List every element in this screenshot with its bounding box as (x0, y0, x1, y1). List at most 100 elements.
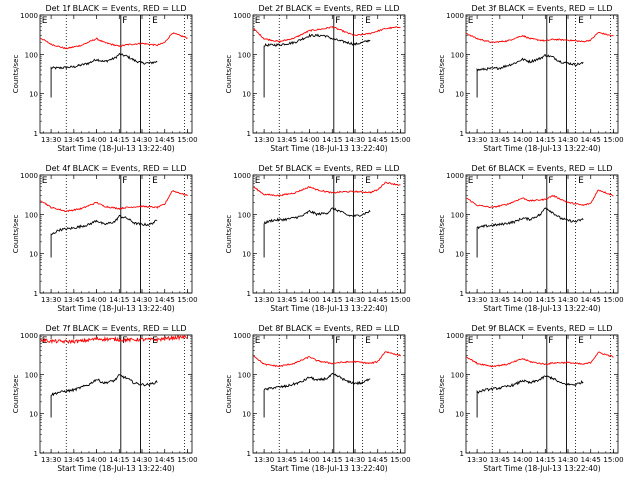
x-axis-label: Start Time (18-Jul-13 13:22:40) (57, 144, 174, 153)
lld-series-line (40, 334, 188, 345)
x-tick-label: 15:00 (603, 456, 623, 464)
y-axis-label: Counts/sec (225, 215, 233, 254)
y-axis-label: Counts/sec (12, 215, 20, 254)
x-tick-label: 13:45 (277, 456, 297, 464)
y-tick-label: 100 (451, 371, 464, 379)
x-axis-label: Start Time (18-Jul-13 13:22:40) (270, 304, 387, 313)
y-axis-label: Counts/sec (225, 55, 233, 94)
lld-series-line (40, 189, 188, 213)
x-tick-label: 13:30 (41, 456, 61, 464)
panel-title: Det 4f BLACK = Events, RED = LLD (45, 164, 186, 173)
x-tick-label: 14:30 (558, 136, 578, 144)
x-axis-label: Start Time (18-Jul-13 13:22:40) (270, 144, 387, 153)
events-series-line (50, 214, 158, 258)
y-tick-label: 10 (29, 251, 38, 259)
x-tick-label: 15:00 (390, 296, 410, 304)
lld-series-line (466, 351, 614, 368)
y-tick-label: 100 (451, 211, 464, 219)
events-series-line (50, 374, 158, 418)
lld-series-line (466, 189, 614, 209)
y-tick-label: 100 (238, 371, 251, 379)
x-axis-label: Start Time (18-Jul-13 13:22:40) (270, 464, 387, 473)
x-axis-label: Start Time (18-Jul-13 13:22:40) (483, 464, 600, 473)
y-axis-label: Counts/sec (12, 375, 20, 414)
x-tick-label: 14:45 (368, 136, 388, 144)
interval-marker-f: F (548, 336, 553, 346)
detector-panel: Det 5f BLACK = Events, RED = LLD 1 10 100 10… (225, 164, 411, 313)
y-tick-label: 10 (29, 411, 38, 419)
x-tick-label: 14:15 (109, 136, 129, 144)
x-tick-label: 14:30 (345, 456, 365, 464)
x-tick-label: 14:15 (322, 296, 342, 304)
x-tick-label: 13:45 (490, 136, 510, 144)
panel-title: Det 8f BLACK = Events, RED = LLD (258, 324, 399, 333)
y-tick-label: 10 (455, 411, 464, 419)
x-tick-label: 13:30 (254, 136, 274, 144)
x-tick-label: 15:00 (177, 296, 197, 304)
interval-marker-e: E (152, 336, 158, 346)
x-tick-label: 14:00 (512, 456, 532, 464)
y-tick-label: 100 (238, 51, 251, 59)
x-tick-label: 13:45 (277, 136, 297, 144)
interval-marker-e: E (42, 176, 48, 186)
plot-frame (252, 14, 406, 134)
panel-title: Det 3f BLACK = Events, RED = LLD (471, 4, 612, 13)
interval-marker-e: E (152, 16, 158, 26)
plot-frame (465, 174, 619, 294)
x-axis-label: Start Time (18-Jul-13 13:22:40) (57, 304, 174, 313)
y-tick-label: 1000 (20, 12, 38, 20)
events-series-line (263, 33, 371, 98)
x-tick-label: 14:45 (581, 296, 601, 304)
events-series-line (50, 52, 158, 98)
x-axis-label: Start Time (18-Jul-13 13:22:40) (57, 464, 174, 473)
x-tick-label: 13:45 (277, 296, 297, 304)
y-tick-label: 100 (238, 211, 251, 219)
x-tick-label: 14:15 (535, 136, 555, 144)
y-tick-label: 10 (455, 251, 464, 259)
x-tick-label: 13:45 (490, 296, 510, 304)
x-tick-label: 14:30 (132, 456, 152, 464)
y-tick-label: 1000 (233, 332, 251, 340)
interval-marker-e: E (578, 16, 584, 26)
detector-panel: Det 1f BLACK = Events, RED = LLD 1 10 100 10… (12, 4, 198, 153)
detector-panel: Det 3f BLACK = Events, RED = LLD 1 10 100 10… (438, 4, 624, 153)
x-tick-label: 14:30 (345, 136, 365, 144)
x-tick-label: 14:15 (109, 296, 129, 304)
y-tick-label: 10 (455, 91, 464, 99)
interval-marker-f: F (548, 16, 553, 26)
detector-panel: Det 8f BLACK = Events, RED = LLD 1 10 100 10… (225, 324, 411, 473)
x-tick-label: 13:30 (41, 136, 61, 144)
interval-marker-f: F (122, 176, 127, 186)
y-tick-label: 1000 (20, 172, 38, 180)
x-tick-label: 13:30 (254, 296, 274, 304)
x-tick-label: 14:15 (535, 296, 555, 304)
lld-series-line (253, 25, 401, 43)
x-tick-label: 14:00 (86, 136, 106, 144)
x-tick-label: 14:45 (155, 456, 175, 464)
plot-frame (252, 174, 406, 294)
y-tick-label: 1000 (446, 12, 464, 20)
events-series-line (476, 375, 584, 418)
events-series-line (476, 207, 584, 258)
y-tick-label: 10 (242, 411, 251, 419)
lld-series-line (253, 351, 401, 368)
y-tick-label: 1000 (20, 332, 38, 340)
y-tick-label: 1 (460, 130, 464, 138)
y-tick-label: 1 (460, 450, 464, 458)
interval-marker-e: E (365, 176, 371, 186)
y-tick-label: 1 (247, 130, 251, 138)
x-tick-label: 13:30 (41, 296, 61, 304)
interval-marker-f: F (335, 336, 340, 346)
y-tick-label: 100 (25, 371, 38, 379)
interval-marker-e: E (468, 176, 474, 186)
plot-frame (465, 334, 619, 454)
x-tick-label: 14:00 (299, 296, 319, 304)
panel-title: Det 7f BLACK = Events, RED = LLD (45, 324, 186, 333)
x-tick-label: 14:30 (558, 456, 578, 464)
x-tick-label: 14:00 (299, 136, 319, 144)
x-tick-label: 14:45 (581, 136, 601, 144)
x-axis-label: Start Time (18-Jul-13 13:22:40) (483, 144, 600, 153)
interval-marker-e: E (42, 16, 48, 26)
y-axis-label: Counts/sec (438, 375, 446, 414)
interval-marker-f: F (335, 176, 340, 186)
